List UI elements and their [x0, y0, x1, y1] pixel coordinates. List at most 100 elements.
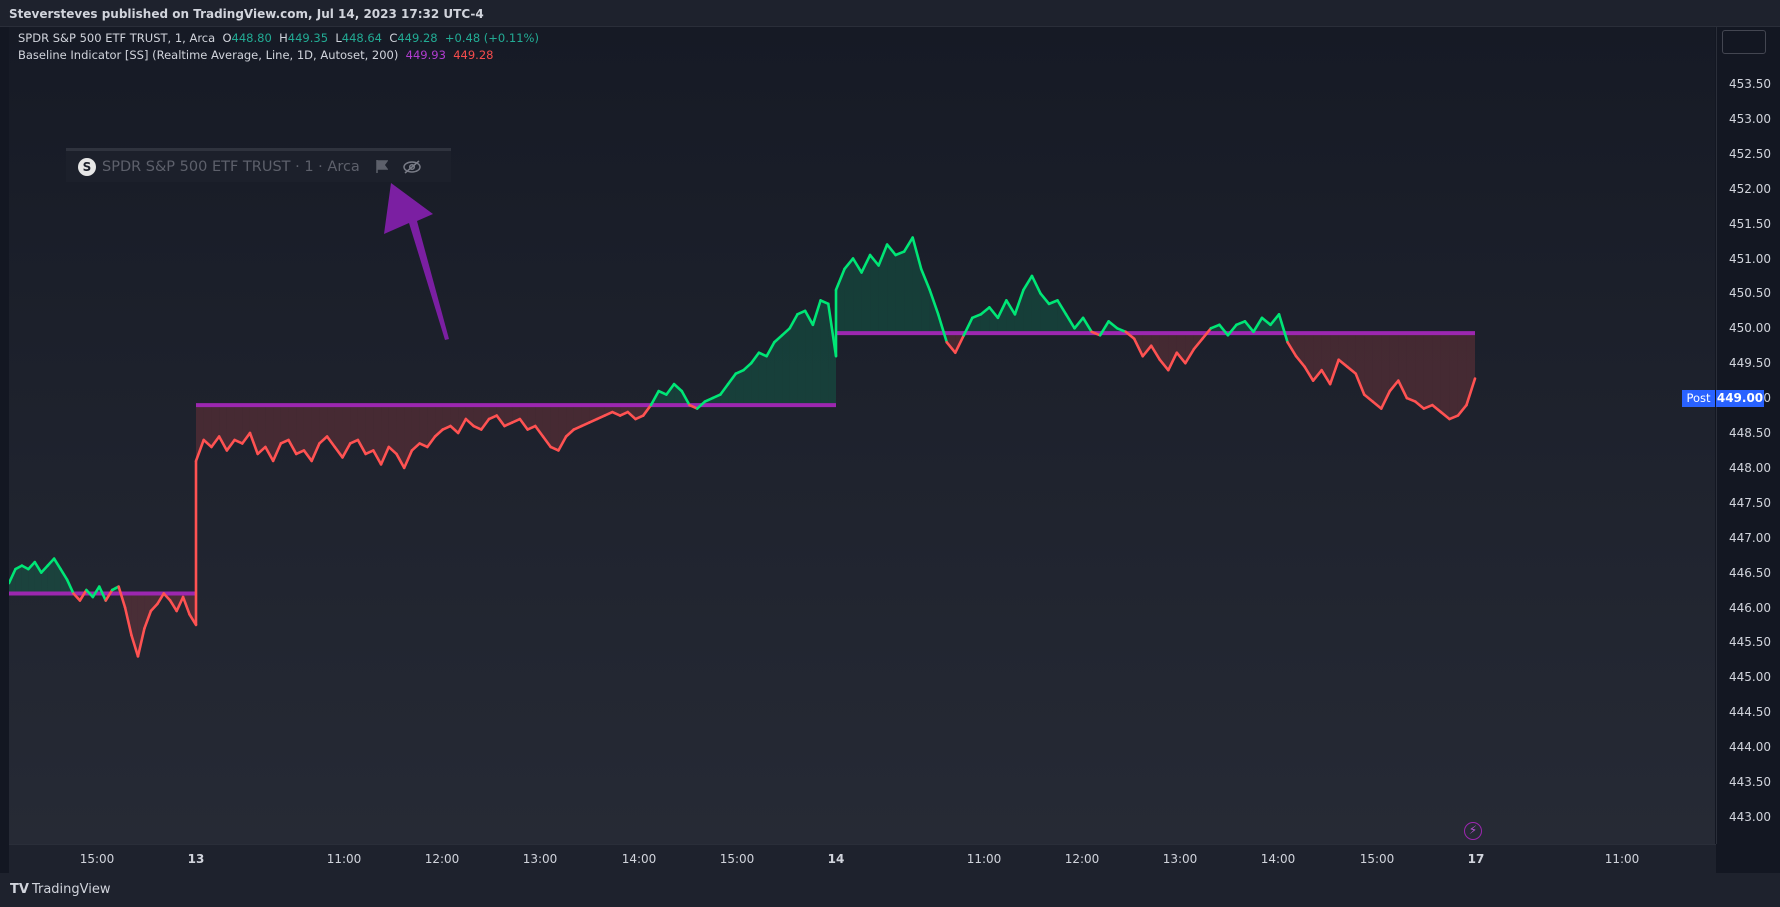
price-line-segment	[1098, 320, 1110, 337]
time-axis-label: 13:00	[522, 852, 558, 866]
price-line-segment	[85, 588, 95, 599]
price-line-segment	[33, 560, 43, 574]
baseline-fill-segment	[419, 405, 428, 447]
price-line-segment	[256, 445, 267, 456]
baseline-fill-segment	[743, 363, 752, 406]
price-axis-label: 445.50	[1729, 635, 1771, 650]
baseline-fill-segment	[1185, 333, 1194, 364]
baseline-fill-segment	[1313, 333, 1322, 381]
price-line-segment	[348, 438, 360, 445]
price-line-segment	[877, 243, 889, 267]
price-line-segment	[318, 435, 329, 445]
price-line-segment	[91, 585, 101, 599]
baseline-fill-segment	[1398, 333, 1407, 399]
bolt-icon[interactable]: ⚡	[1464, 822, 1482, 840]
price-line-segment	[441, 424, 452, 431]
price-line-segment	[533, 424, 545, 438]
price-axis[interactable]: 453.50 453.00 452.50 452.00 451.50 451.00 450.…	[1716, 27, 1780, 844]
price-line-segment	[796, 309, 807, 316]
price-line-segment	[734, 368, 745, 375]
price-chart[interactable]	[9, 27, 1715, 844]
price-line-segment	[587, 417, 599, 424]
baseline-fill-segment	[1381, 333, 1390, 409]
baseline-fill-segment	[1262, 317, 1271, 334]
time-axis-label: 11:00	[326, 852, 362, 866]
price-line-segment	[868, 253, 880, 267]
baseline-fill-segment	[751, 352, 759, 406]
price-line-segment	[175, 595, 185, 613]
price-line-segment	[1039, 292, 1051, 306]
flag-icon[interactable]	[376, 160, 388, 173]
indicator-legend[interactable]: Baseline Indicator [SS] (Realtime Averag…	[18, 48, 493, 62]
price-line-segment	[9, 567, 17, 585]
baseline-fill-segment	[904, 237, 913, 334]
price-line-segment	[719, 382, 730, 396]
tradingview-brand[interactable]: TV TradingView	[10, 882, 110, 897]
baseline-fill-segment	[350, 405, 358, 444]
price-line-segment	[611, 410, 622, 417]
price-line-segment	[333, 445, 344, 459]
legend-symbol[interactable]: SPDR S&P 500 ETF TRUST, 1, Arca	[18, 31, 216, 45]
baseline-fill-segment	[1406, 333, 1416, 402]
legend-low-label: L	[335, 31, 342, 45]
price-line-segment	[294, 449, 306, 456]
price-line-segment	[1337, 358, 1349, 368]
price-axis-label: 445.00	[1729, 670, 1771, 685]
baseline-fill-segment	[67, 579, 74, 594]
price-line-segment	[641, 403, 653, 417]
price-line-segment	[526, 424, 537, 431]
baseline-fill-segment	[280, 405, 289, 444]
price-line-segment	[240, 431, 252, 445]
symbol-legend[interactable]: SPDR S&P 500 ETF TRUST, 1, Arca O448.80 …	[18, 31, 539, 45]
baseline-fill-segment	[21, 565, 29, 594]
time-axis-label: 11:00	[966, 852, 1002, 866]
baseline-fill-segment	[296, 405, 304, 454]
baseline-fill-segment	[34, 562, 42, 594]
price-line-segment	[78, 588, 88, 602]
baseline-fill-segment	[226, 405, 235, 451]
price-line-segment	[1277, 313, 1289, 344]
top-bar: Steversteves published on TradingView.co…	[0, 0, 1780, 27]
publish-line: Steversteves published on TradingView.co…	[9, 7, 484, 21]
baseline-fill-segment	[542, 405, 551, 447]
baseline-fill-segment	[118, 586, 126, 608]
price-line-segment	[851, 257, 863, 274]
price-line-segment	[803, 309, 815, 327]
price-axis-label: 448.50	[1729, 426, 1771, 440]
price-line-segment	[834, 267, 846, 292]
baseline-fill-segment	[373, 405, 382, 465]
price-line-segment	[953, 333, 966, 355]
time-axis[interactable]: 15:00 13 11:00 12:00 13:00 14:00 15:00 14 11:00 1…	[9, 844, 1716, 873]
baseline-fill-segment	[1006, 300, 1015, 334]
price-line-segment	[356, 438, 367, 456]
price-line-segment	[780, 326, 792, 337]
price-line-segment	[1132, 337, 1145, 358]
axis-settings-box[interactable]	[1722, 30, 1766, 54]
baseline-fill-segment	[972, 314, 981, 334]
price-line-segment	[936, 313, 949, 344]
price-line-segment	[387, 445, 398, 456]
time-axis-label: 15:00	[719, 852, 755, 866]
baseline-fill-segment	[1440, 333, 1450, 420]
price-line-segment	[928, 288, 940, 316]
price-line-segment	[1064, 313, 1076, 330]
price-line-segment	[1175, 351, 1187, 365]
price-line-segment	[626, 410, 637, 421]
price-axis-label: 450.50	[1729, 286, 1771, 301]
price-line-segment	[1414, 400, 1426, 410]
price-line-segment	[1379, 389, 1392, 410]
price-line-segment	[996, 299, 1008, 320]
eye-hidden-icon[interactable]	[402, 159, 422, 174]
price-line-segment	[657, 389, 668, 396]
price-line-segment	[194, 438, 206, 463]
baseline-fill-segment	[1364, 333, 1373, 402]
baseline-fill-segment	[1040, 293, 1049, 334]
baseline-fill-segment	[1023, 275, 1032, 334]
watermark-text: SPDR S&P 500 ETF TRUST · 1 · Arca	[102, 158, 360, 175]
price-line-segment	[1388, 379, 1400, 393]
price-line-segment	[1005, 299, 1017, 316]
price-line-segment	[1465, 377, 1477, 407]
indicator-title[interactable]: Baseline Indicator [SS] (Realtime Averag…	[18, 48, 399, 62]
price-line-segment	[402, 449, 414, 470]
baseline-fill-segment	[853, 258, 862, 334]
